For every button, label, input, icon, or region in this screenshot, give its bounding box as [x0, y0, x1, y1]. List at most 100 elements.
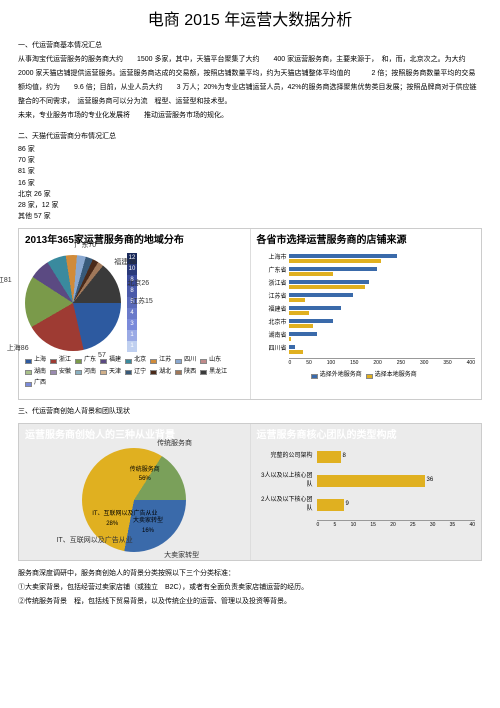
- hbar-bar: [289, 306, 341, 310]
- hbar-axis: 050100150200250300350400: [289, 358, 476, 367]
- hbar-row: 北京市: [289, 318, 476, 330]
- legend-item: 选择本地服务商: [366, 371, 417, 381]
- section1-heading: 一、代运营商基本情况汇总: [18, 40, 482, 51]
- legend-item: 河南: [75, 368, 96, 378]
- hbar-bar: [289, 324, 313, 328]
- team-value: 8: [343, 452, 346, 462]
- pie-slice-label: 浙江81: [0, 275, 12, 286]
- legend-item: 北京: [125, 356, 146, 366]
- hbar-category-label: 四川省: [257, 345, 287, 355]
- hbar-bar: [289, 267, 377, 271]
- list-item: 16 家: [18, 178, 482, 189]
- pie-slice-pct: 传统服务商56%: [125, 466, 165, 485]
- hbar-bar: [289, 332, 317, 336]
- section4-para3: ②传统服务背景 程，包括线下贸易背景，以及传统企业的运营、管理以及投资等背景。: [18, 595, 482, 609]
- legend-item: 辽宁: [125, 368, 146, 378]
- team-category-label: 完整的公司架构: [257, 452, 313, 462]
- gradient-segment: 4: [127, 308, 137, 319]
- section1-para2: 未来，专业服务市场的专业化发展将 推动运营服务市场的规化。: [18, 109, 482, 123]
- chart-panel-2: 运营服务商创始人的三种从业背景 IT、互联网以及广告从业传统服务商大卖家转型IT…: [18, 423, 482, 561]
- team-row: 2人以及以下核心团队9: [317, 496, 476, 514]
- list-item: 70 家: [18, 155, 482, 166]
- hbar-category-label: 上海市: [257, 254, 287, 264]
- gradient-segment: 3: [127, 319, 137, 330]
- legend-item: 浙江: [50, 356, 71, 366]
- pie2-title: 运营服务商创始人的三种从业背景: [25, 428, 244, 444]
- hbar-bar: [289, 293, 353, 297]
- hbar-category-label: 江苏省: [257, 293, 287, 303]
- legend-item: 安徽: [50, 368, 71, 378]
- hbar-row: 江苏省: [289, 292, 476, 304]
- founder-pie-panel: 运营服务商创始人的三种从业背景 IT、互联网以及广告从业传统服务商大卖家转型IT…: [19, 424, 250, 560]
- pie-slice-label: 北京26: [127, 278, 149, 289]
- legend-item: 广西: [25, 379, 46, 389]
- region-pie-chart: 上海86浙江81广东70福建28北京26江苏1557: [25, 255, 121, 351]
- hbar-bar: [289, 272, 333, 276]
- hbar-row: 浙江省: [289, 279, 476, 291]
- legend-item: 四川: [175, 356, 196, 366]
- pie-slice-label: 江苏15: [131, 296, 153, 307]
- hbar-category-label: 湖南省: [257, 332, 287, 342]
- hbar-row: 四川省: [289, 344, 476, 356]
- hbar-row: 广东省: [289, 266, 476, 278]
- legend-item: 山东: [200, 356, 221, 366]
- list-item: 北京 26 家: [18, 189, 482, 200]
- team-bar: [317, 451, 341, 463]
- team-row: 3人以及以上核心团队36: [317, 472, 476, 490]
- pie-slice-pct: 大卖家转型16%: [128, 517, 168, 536]
- legend-item: 黑龙江: [200, 368, 227, 378]
- team-bar: [317, 499, 344, 511]
- hbar-row: 福建省: [289, 305, 476, 317]
- hbar-category-label: 浙江省: [257, 280, 287, 290]
- team-title: 运营服务商核心团队的类型构成: [257, 428, 476, 444]
- list-item: 81 家: [18, 166, 482, 177]
- hbar-bar: [289, 345, 295, 349]
- team-value: 36: [427, 476, 434, 486]
- hbar-category-label: 福建省: [257, 306, 287, 316]
- hbar-bar: [289, 298, 305, 302]
- list-item: 其他 57 家: [18, 211, 482, 222]
- section4-para2: ①大卖家背景，包括经营过卖家店铺（或独立 B2C），或者有全面负责卖家店铺运营的…: [18, 581, 482, 595]
- hbar1-title: 各省市选择运营服务商的店铺来源: [257, 233, 476, 249]
- list-item: 86 家: [18, 144, 482, 155]
- legend-item: 上海: [25, 356, 46, 366]
- list-item: 28 家，12 家: [18, 200, 482, 211]
- pie-slice-label: 上海86: [7, 343, 29, 354]
- hbar-bar: [289, 285, 365, 289]
- gradient-segment: 1: [127, 330, 137, 341]
- section2-list: 86 家70 家81 家16 家北京 26 家28 家，12 家其他 57 家: [18, 144, 482, 222]
- region-pie-panel: 2013年365家运营服务商的地域分布 上海86浙江81广东70福建28北京26…: [19, 229, 250, 399]
- province-bar-panel: 各省市选择运营服务商的店铺来源 上海市广东省浙江省江苏省福建省北京市湖南省四川省…: [250, 229, 482, 399]
- province-bar-chart: 上海市广东省浙江省江苏省福建省北京市湖南省四川省0501001502002503…: [257, 253, 476, 367]
- team-bar: [317, 475, 425, 487]
- legend-item: 广东: [75, 356, 96, 366]
- hbar-bar: [289, 350, 303, 354]
- pie-slice-label: 大卖家转型: [164, 550, 199, 561]
- gradient-segment: 1: [127, 341, 137, 352]
- section3-heading: 三、代运营商创始人背景和团队现状: [18, 406, 482, 417]
- team-bar-panel: 运营服务商核心团队的类型构成 完整的公司架构83人以及以上核心团队362人以及以…: [250, 424, 482, 560]
- team-axis: 0510152025303540: [317, 520, 476, 529]
- founder-pie-chart: IT、互联网以及广告从业传统服务商大卖家转型IT、互联网以及广告从业28%传统服…: [82, 448, 186, 552]
- hbar-bar: [289, 311, 309, 315]
- team-category-label: 3人以及以上核心团队: [257, 472, 313, 491]
- legend-item: 选择外地服务商: [311, 371, 362, 381]
- hbar-category-label: 北京市: [257, 319, 287, 329]
- pie-slice-pct: IT、互联网以及广告从业28%: [92, 510, 132, 529]
- section2-heading: 二、天猫代运营商分布情况汇总: [18, 131, 482, 142]
- pie1-legend: 上海浙江广东福建北京江苏四川山东湖南安徽河南天津辽宁湖北陕西黑龙江广西: [25, 356, 244, 391]
- hbar-category-label: 广东省: [257, 267, 287, 277]
- legend-item: 天津: [100, 368, 121, 378]
- pie-slice-label: 57: [98, 350, 106, 361]
- section4-para1: 服务商深度调研中，服务商创始人的背景分类按照以下三个分类标准：: [18, 567, 482, 581]
- pie-slice-label: 广东70: [74, 240, 96, 251]
- legend-item: 陕西: [175, 368, 196, 378]
- hbar-bar: [289, 337, 291, 341]
- legend-item: 江苏: [150, 356, 171, 366]
- legend-item: 湖南: [25, 368, 46, 378]
- hbar-row: 湖南省: [289, 331, 476, 343]
- pie-slice-label: IT、互联网以及广告从业: [56, 535, 132, 546]
- team-bar-chart: 完整的公司架构83人以及以上核心团队362人以及以下核心团队9051015202…: [257, 448, 476, 529]
- hbar-bar: [289, 280, 369, 284]
- pie-slice-label: 福建28: [114, 257, 136, 268]
